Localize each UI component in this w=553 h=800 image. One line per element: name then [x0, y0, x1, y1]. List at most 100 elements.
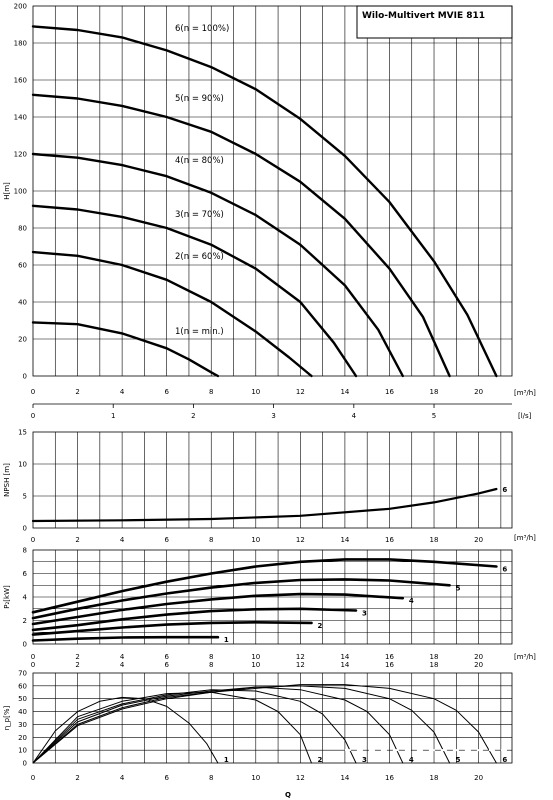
- eff-xtick-label: 4: [120, 774, 125, 782]
- head-xtick-label: 10: [251, 388, 260, 396]
- head-xtick-label: 12: [296, 388, 305, 396]
- efficiency-ytick-label: 40: [18, 708, 27, 716]
- eff-xtick-label: 6: [164, 774, 169, 782]
- power-ytick-label: 0: [23, 641, 27, 649]
- power-ytick-label: 6: [23, 570, 28, 578]
- eff-xtick-label: 20: [474, 774, 483, 782]
- eff-xtick-label: 10: [251, 774, 260, 782]
- power-xtick-label: 10: [251, 536, 260, 544]
- power-curve-label: 6: [502, 565, 507, 573]
- efficiency-ytick-label: 70: [18, 670, 27, 678]
- efficiency-ytick-label: 30: [18, 721, 27, 729]
- head-curve-label: 3(n = 70%): [175, 210, 224, 220]
- power-curve-2: [31, 621, 313, 636]
- power-xtick-label: 14: [340, 653, 349, 661]
- efficiency-curve-1: [32, 696, 219, 764]
- head-ytick-label: 0: [23, 373, 27, 381]
- head-xtick-label: 18: [430, 388, 439, 396]
- eff-xtick-label: 14: [340, 661, 349, 669]
- head-ytick-label: 80: [18, 225, 27, 233]
- head-xtick-label: 20: [474, 388, 483, 396]
- power-xtick-label: 20: [474, 536, 483, 544]
- head-curve-3: [31, 204, 358, 378]
- efficiency-curve-6: [32, 684, 497, 764]
- power-curve-label: 3: [362, 610, 367, 618]
- eff-xtick-label: 0: [31, 661, 35, 669]
- ls-axis-tick-label: 5: [432, 412, 436, 420]
- power-x-unit: [m³/h]: [514, 653, 536, 661]
- head-xtick-label: 4: [120, 388, 125, 396]
- head-curve-label: 2(n = 60%): [175, 252, 224, 262]
- power-curve-label: 2: [317, 622, 322, 630]
- eff-curve-label: 5: [456, 756, 461, 764]
- npsh-frame: [32, 431, 513, 529]
- chart-title: Wilo-Multivert MVIE 811: [362, 11, 485, 21]
- eff-xtick-label: 8: [209, 661, 213, 669]
- power-xtick-label: 10: [251, 653, 260, 661]
- power-ytick-label: 8: [23, 547, 27, 555]
- head-ytick-label: 60: [18, 262, 27, 270]
- head-curve-label: 1(n = min.): [175, 327, 224, 337]
- power-xtick-label: 6: [164, 653, 169, 661]
- ls-axis-tick-label: 0: [31, 412, 35, 420]
- head-curve-label: 4(n = 80%): [175, 156, 224, 166]
- eff-xtick-label: 4: [120, 661, 125, 669]
- efficiency-frame: [32, 672, 513, 764]
- power-ylabel: P₂[kW]: [3, 585, 11, 609]
- head-xtick-label: 6: [164, 388, 169, 396]
- eff-xtick-label: 2: [75, 774, 79, 782]
- head-xtick-label: 8: [209, 388, 213, 396]
- title-box: [356, 5, 513, 39]
- eff-xtick-label: 0: [31, 774, 35, 782]
- head-curve-4: [31, 152, 404, 378]
- ls-axis-unit: [l/s]: [518, 412, 532, 420]
- eff-xtick-label: 16: [385, 774, 394, 782]
- npsh-ytick-label: 5: [23, 493, 27, 501]
- npsh-curve-1: [31, 487, 498, 523]
- power-xtick-label: 8: [209, 536, 213, 544]
- power-curve-3: [31, 607, 358, 632]
- power-xtick-label: 18: [430, 536, 439, 544]
- head-xtick-label: 16: [385, 388, 394, 396]
- ls-axis-tick-label: 1: [111, 412, 115, 420]
- head-curve-5: [31, 93, 451, 378]
- npsh-ytick-label: 15: [18, 429, 27, 437]
- ls-axis-tick-label: 2: [191, 412, 195, 420]
- power-curve-4: [31, 592, 405, 626]
- eff-xtick-label: 12: [296, 661, 305, 669]
- head-ytick-label: 120: [14, 151, 27, 159]
- power-xtick-label: 12: [296, 653, 305, 661]
- eff-curve-label: 2: [317, 756, 322, 764]
- eff-curve-label: 4: [409, 756, 414, 764]
- power-xtick-label: 4: [120, 536, 125, 544]
- head-curve-label: 6(n = 100%): [175, 24, 229, 34]
- power-xtick-label: 16: [385, 536, 394, 544]
- head-xtick-label: 2: [75, 388, 79, 396]
- eff-xtick-label: 6: [164, 661, 169, 669]
- npsh-x-unit: [m³/h]: [514, 534, 536, 542]
- head-xtick-label: 0: [31, 388, 35, 396]
- power-xtick-label: 14: [340, 536, 349, 544]
- head-ylabel: H[m]: [3, 182, 11, 200]
- eff-xtick-label: 8: [209, 774, 213, 782]
- head-ytick-label: 140: [14, 114, 27, 122]
- power-xtick-label: 6: [164, 536, 169, 544]
- npsh-ylabel: NPSH [m]: [3, 463, 11, 497]
- eff-curve-label: 6: [502, 756, 507, 764]
- power-xtick-label: 2: [75, 536, 79, 544]
- power-curve-label: 4: [409, 597, 414, 605]
- power-xtick-label: 0: [31, 653, 35, 661]
- eff-curve-label: 3: [362, 756, 367, 764]
- eff-xtick-label: 2: [75, 661, 79, 669]
- npsh-ytick-label: 10: [18, 461, 27, 469]
- head-curve-6: [31, 25, 498, 378]
- eff-xtick-label: 16: [385, 661, 394, 669]
- efficiency-ylabel: η_p[%]: [3, 705, 11, 730]
- power-xtick-label: 0: [31, 536, 35, 544]
- eff-curve-label: 1: [224, 756, 229, 764]
- power-curve-label: 5: [456, 584, 461, 592]
- power-curve-5: [31, 578, 451, 620]
- head-ytick-label: 180: [14, 40, 27, 48]
- head-ytick-label: 40: [18, 299, 27, 307]
- head-ytick-label: 100: [14, 188, 27, 196]
